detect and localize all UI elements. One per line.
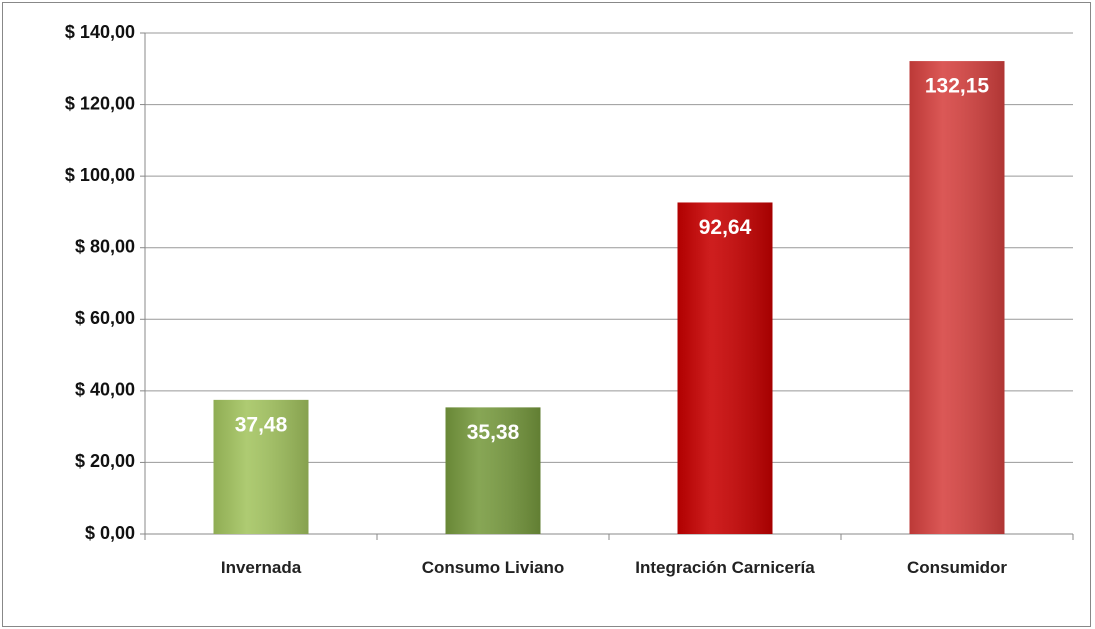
x-tick-label: Consumo Liviano <box>421 558 565 577</box>
value-label: 37,48 <box>235 413 288 436</box>
value-label: 132,15 <box>925 75 990 98</box>
value-label: 92,64 <box>699 216 752 239</box>
y-tick-label: $ 120,00 <box>65 93 135 113</box>
y-tick-label: $ 80,00 <box>75 236 135 256</box>
x-tick-label: Integración Carnicería <box>635 558 815 577</box>
bar-shine <box>677 202 773 534</box>
y-tick-label: $ 0,00 <box>85 523 135 543</box>
x-tick-label: Consumidor <box>906 558 1008 577</box>
y-tick-label: $ 60,00 <box>75 308 135 328</box>
y-tick-label: $ 40,00 <box>75 380 135 400</box>
value-label: 35,38 <box>467 421 520 444</box>
y-tick-label: $ 140,00 <box>65 22 135 42</box>
y-tick-label: $ 20,00 <box>75 451 135 471</box>
x-tick-label: Invernada <box>220 558 302 577</box>
bar-shine <box>909 61 1005 534</box>
y-tick-label: $ 100,00 <box>65 165 135 185</box>
bar-shine <box>445 407 541 534</box>
bar-shine <box>213 399 309 534</box>
